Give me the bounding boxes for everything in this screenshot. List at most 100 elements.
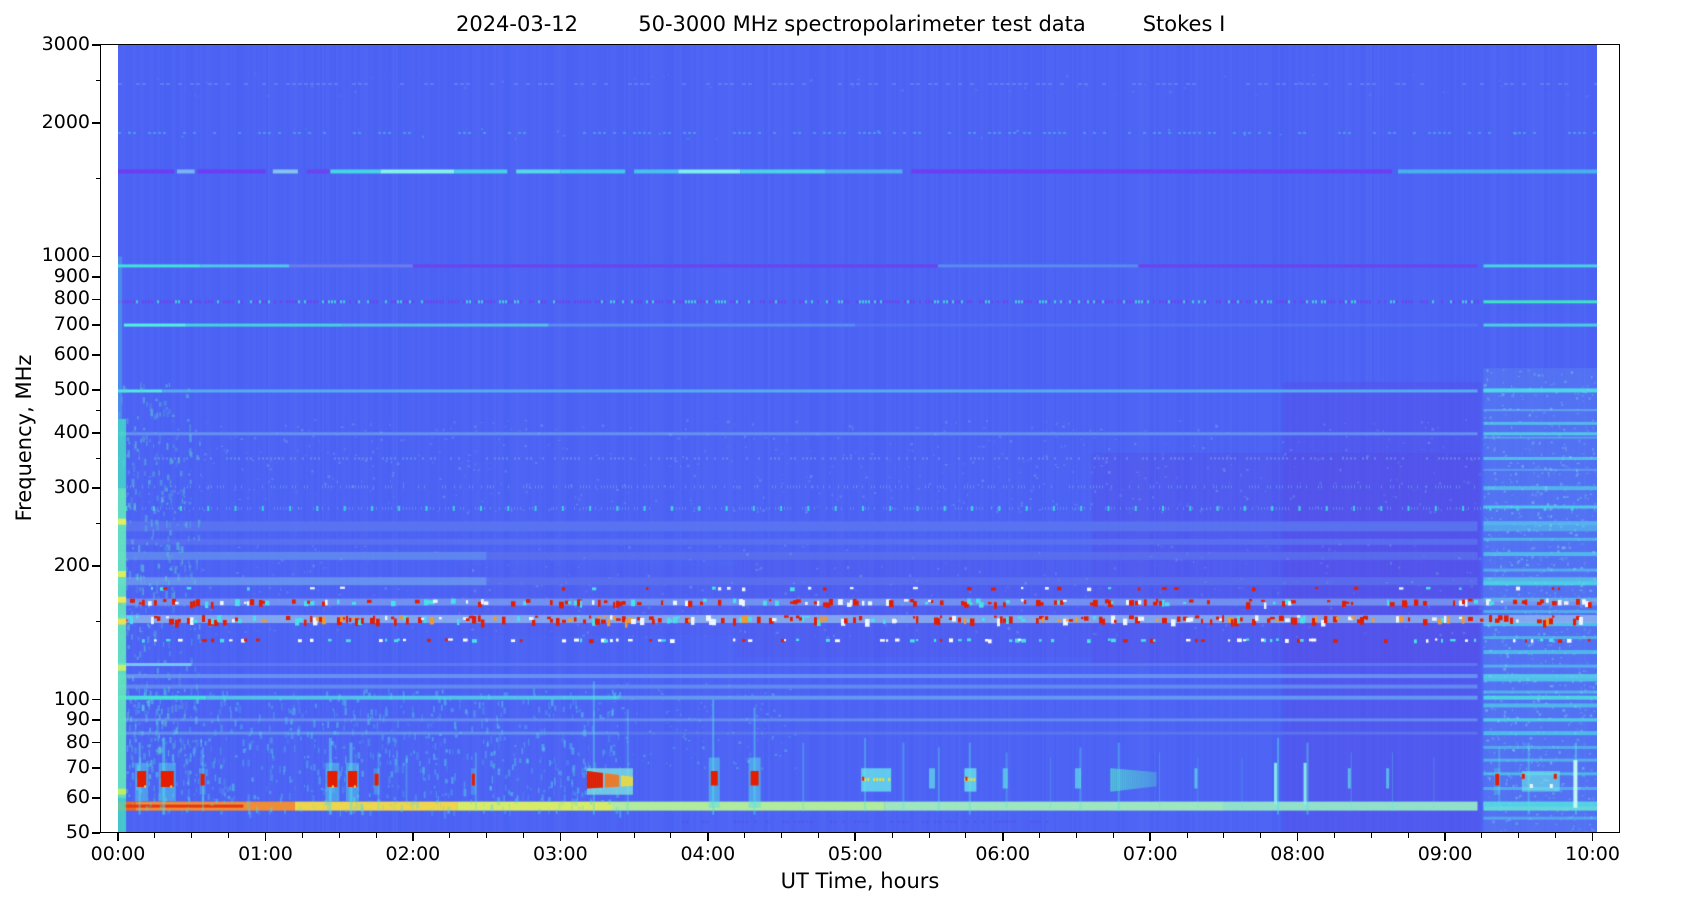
x-minor-tick <box>154 833 156 838</box>
y-tick <box>92 832 100 834</box>
x-minor-tick <box>228 833 230 838</box>
x-minor-tick <box>1223 833 1225 838</box>
x-minor-tick <box>375 833 377 838</box>
x-minor-tick <box>1112 833 1114 838</box>
y-tick-label: 700 <box>53 313 90 336</box>
y-tick <box>92 698 100 701</box>
spectrogram-canvas <box>118 45 1597 833</box>
x-tick <box>707 833 709 841</box>
x-minor-tick <box>338 833 340 838</box>
y-tick-label: 60 <box>65 785 90 808</box>
x-tick-label: 07:00 <box>1122 843 1178 865</box>
x-tick-label: 02:00 <box>385 843 441 865</box>
x-minor-tick <box>1407 833 1409 838</box>
x-tick <box>1591 833 1594 841</box>
y-tick-label: 2000 <box>41 111 90 134</box>
axes-frame <box>100 44 1620 833</box>
y-tick <box>92 44 100 46</box>
x-minor-tick <box>1518 833 1520 838</box>
x-tick-label: 10:00 <box>1565 843 1620 865</box>
y-tick-label: 50 <box>65 821 90 843</box>
x-tick-label: 05:00 <box>827 843 883 865</box>
y-tick-label: 300 <box>53 476 90 499</box>
x-minor-tick <box>1370 833 1372 838</box>
y-tick-label: 900 <box>53 264 90 287</box>
x-minor-tick <box>891 833 893 838</box>
y-minor-tick <box>95 522 100 524</box>
x-tick-label: 08:00 <box>1270 843 1326 865</box>
x-tick-label: 09:00 <box>1417 843 1473 865</box>
x-tick-label: 06:00 <box>975 843 1031 865</box>
y-tick-label: 500 <box>53 377 90 400</box>
x-minor-tick <box>1481 833 1483 838</box>
y-tick <box>92 431 100 434</box>
x-axis-label: UT Time, hours <box>780 869 940 893</box>
y-tick-label: 800 <box>53 287 90 310</box>
y-minor-tick <box>95 409 100 411</box>
x-minor-tick <box>1260 833 1262 838</box>
y-tick-label: 90 <box>65 707 90 730</box>
x-tick <box>412 833 414 841</box>
x-tick <box>117 833 119 841</box>
x-minor-tick <box>596 833 598 838</box>
y-tick-label: 600 <box>53 342 90 365</box>
y-tick-label: 400 <box>53 420 90 443</box>
y-tick <box>92 565 100 567</box>
y-tick <box>92 389 100 391</box>
x-tick <box>854 833 857 841</box>
y-tick <box>92 255 100 258</box>
x-minor-tick <box>301 833 303 838</box>
x-minor-tick <box>670 833 672 838</box>
title-stokes: Stokes I <box>1142 12 1226 36</box>
plot-title: 50-3000 MHz spectropolarimeter test data <box>638 12 1086 36</box>
y-tick <box>92 324 100 326</box>
x-minor-tick <box>449 833 451 838</box>
x-tick-label: 03:00 <box>532 843 588 865</box>
x-tick-label: 01:00 <box>238 843 293 865</box>
x-minor-tick <box>1039 833 1041 838</box>
x-minor-tick <box>523 833 524 838</box>
x-minor-tick <box>633 833 635 838</box>
x-tick <box>1149 833 1151 841</box>
y-axis-label: Frequency, MHz <box>12 354 36 522</box>
y-tick <box>92 353 100 356</box>
y-tick-label: 3000 <box>41 33 90 55</box>
x-tick <box>559 833 562 841</box>
y-tick-label: 1000 <box>41 244 90 267</box>
x-minor-tick <box>965 833 967 838</box>
x-tick <box>1001 833 1004 841</box>
y-minor-tick <box>95 621 100 623</box>
y-tick <box>92 122 100 124</box>
x-minor-tick <box>1555 833 1557 838</box>
x-minor-tick <box>486 833 488 838</box>
y-minor-tick <box>95 79 100 81</box>
x-tick-label: 00:00 <box>90 843 146 865</box>
y-tick <box>92 487 100 489</box>
x-minor-tick <box>1334 833 1336 838</box>
x-minor-tick <box>817 833 819 838</box>
y-tick <box>92 741 100 744</box>
y-tick <box>92 275 100 278</box>
y-tick-label: 100 <box>53 687 90 710</box>
y-tick <box>92 719 100 721</box>
y-tick <box>92 767 100 770</box>
x-tick <box>1296 833 1299 841</box>
x-minor-tick <box>781 833 783 838</box>
x-minor-tick <box>1075 833 1077 838</box>
x-minor-tick <box>191 833 193 838</box>
y-tick-label: 200 <box>53 554 90 577</box>
x-tick <box>264 833 267 841</box>
y-minor-tick <box>95 457 100 459</box>
y-tick <box>92 298 100 301</box>
title-date: 2024-03-12 <box>455 12 579 36</box>
y-minor-tick <box>95 177 100 179</box>
y-tick-label: 70 <box>65 756 90 779</box>
y-tick <box>92 797 100 799</box>
x-minor-tick <box>928 833 930 838</box>
x-minor-tick <box>744 833 746 838</box>
x-tick-label: 04:00 <box>680 843 736 865</box>
x-tick <box>1444 833 1446 841</box>
x-minor-tick <box>1186 833 1188 838</box>
y-tick-label: 80 <box>65 730 90 753</box>
